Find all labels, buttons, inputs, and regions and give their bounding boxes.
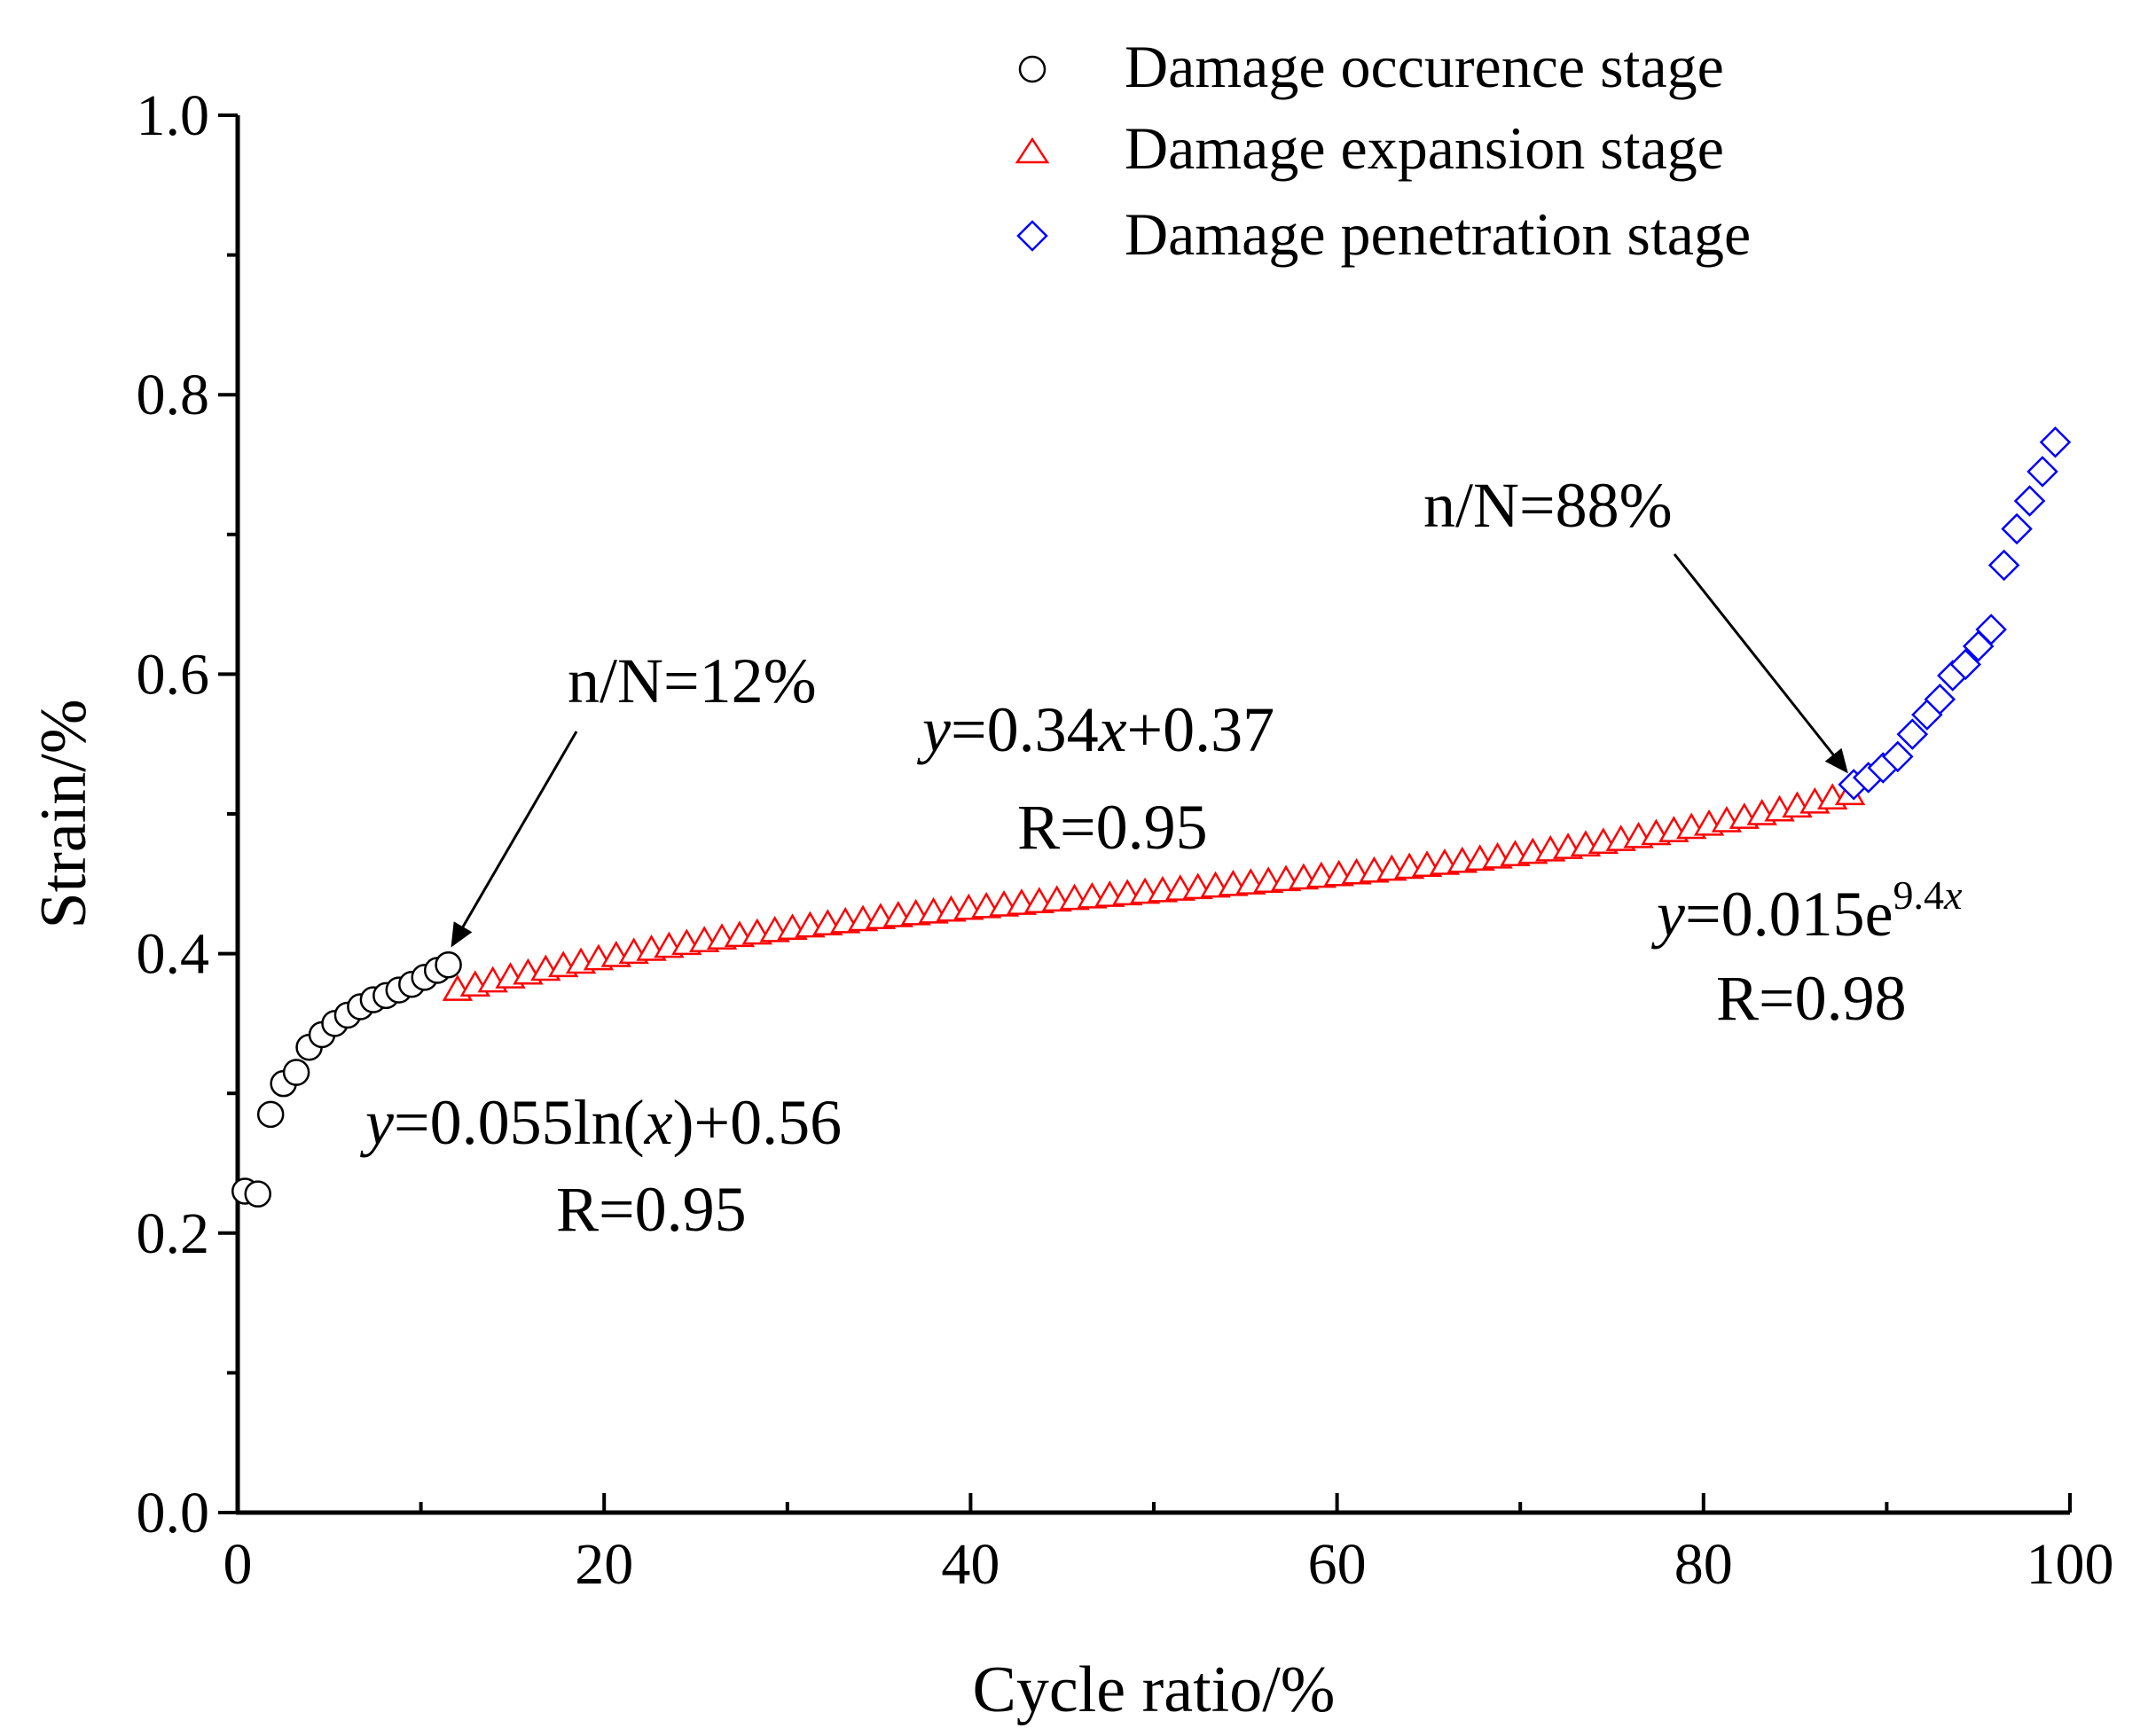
y-tick-label: 1.0 bbox=[137, 83, 210, 148]
y-tick-label: 0.4 bbox=[137, 922, 210, 987]
penetration-point bbox=[1987, 549, 2020, 582]
penetration-point bbox=[2039, 426, 2072, 458]
x-tick-label: 100 bbox=[2026, 1532, 2114, 1597]
occurence-point bbox=[282, 1059, 310, 1086]
y-tick-label: 0.0 bbox=[137, 1481, 210, 1545]
y-tick-label: 0.2 bbox=[137, 1201, 210, 1266]
x-tick-label: 0 bbox=[223, 1532, 253, 1597]
x-tick-label: 20 bbox=[575, 1532, 633, 1597]
y-axis-ticks: 0.0 0.2 0.4 0.6 0.8 1.0 bbox=[137, 83, 238, 1545]
fit-occurrence-r: R=0.95 bbox=[556, 1174, 747, 1245]
legend: Damage occurence stage Damage expansion … bbox=[1015, 33, 1751, 268]
penetration-point bbox=[1949, 648, 1982, 681]
penetration-point bbox=[1896, 718, 1929, 750]
x-axis-ticks: 0 20 40 60 80 100 bbox=[223, 1493, 2114, 1597]
series-damage-expansion bbox=[442, 778, 1866, 1001]
fit-penetration-equation: y=0.015e9.4x bbox=[1650, 872, 1963, 950]
occurence-point bbox=[435, 950, 462, 979]
legend-label-expansion: Damage expansion stage bbox=[1125, 114, 1724, 182]
annotation-n12: n/N=12% bbox=[568, 645, 817, 716]
penetration-point bbox=[1924, 684, 1956, 716]
fit-penetration-r: R=0.98 bbox=[1716, 963, 1907, 1034]
y-tick-label: 0.6 bbox=[137, 642, 210, 707]
legend-label-penetration: Damage penetration stage bbox=[1125, 200, 1751, 268]
legend-marker-occurence bbox=[1018, 55, 1047, 83]
x-tick-label: 40 bbox=[941, 1532, 1000, 1597]
annotation-n88: n/N=88% bbox=[1423, 470, 1673, 541]
fit-occurrence-equation: y=0.055ln(x)+0.56 bbox=[359, 1087, 842, 1158]
penetration-point bbox=[2013, 485, 2046, 517]
legend-label-occurence: Damage occurence stage bbox=[1125, 33, 1724, 100]
penetration-point bbox=[2001, 512, 2033, 545]
x-axis-label: Cycle ratio/% bbox=[973, 1654, 1336, 1726]
series-damage-occurence bbox=[231, 950, 462, 1208]
legend-marker-penetration bbox=[1016, 220, 1048, 252]
arrow-start-penetration bbox=[1673, 553, 1848, 774]
penetration-point bbox=[2026, 456, 2058, 488]
y-axis-label: Strain/% bbox=[27, 700, 100, 929]
legend-marker-expansion bbox=[1015, 137, 1050, 164]
y-tick-label: 0.8 bbox=[137, 363, 210, 427]
fit-expansion-r: R=0.95 bbox=[1017, 792, 1208, 863]
arrow-start-expansion bbox=[451, 731, 578, 948]
occurence-point bbox=[244, 1180, 271, 1208]
x-tick-label: 80 bbox=[1674, 1532, 1733, 1597]
series-damage-penetration bbox=[1838, 426, 2072, 801]
occurence-point bbox=[256, 1100, 285, 1129]
x-tick-label: 60 bbox=[1308, 1532, 1367, 1597]
penetration-point bbox=[1975, 614, 2007, 645]
fit-expansion-equation: y=0.34x+0.37 bbox=[916, 694, 1274, 765]
penetration-point bbox=[1882, 740, 1914, 773]
